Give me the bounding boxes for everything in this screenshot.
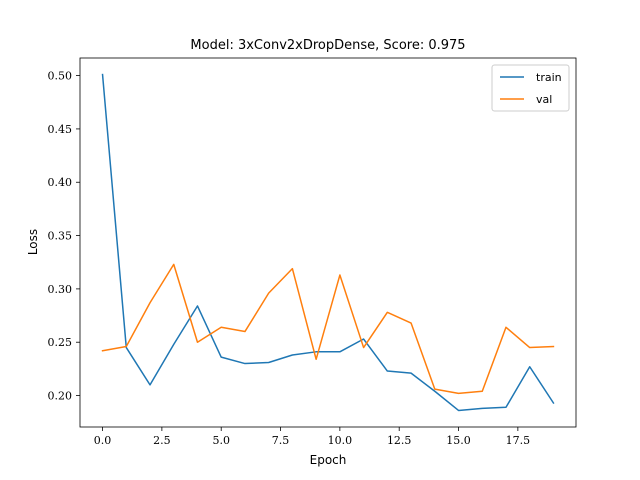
y-tick-label: 0.35 [48,230,73,243]
y-tick-label: 0.40 [48,176,73,189]
x-tick-label: 10.0 [328,434,353,447]
series-line-train [101,73,555,412]
chart-title: Model: 3xConv2xDropDense, Score: 0.975 [190,38,465,53]
x-tick-label: 15.0 [446,434,471,447]
legend-label-val: val [536,93,552,106]
x-tick-label: 17.5 [506,434,531,447]
x-tick-label: 7.5 [272,434,290,447]
legend: train val [491,64,570,112]
axes-frame [79,57,577,428]
x-tick-label: 2.5 [153,434,171,447]
y-axis-label: Loss [26,229,40,255]
series-line-val [101,263,555,395]
y-tick-label: 0.50 [48,70,73,83]
y-tick-label: 0.30 [48,283,73,296]
legend-label-train: train [536,71,562,84]
x-tick-label: 5.0 [212,434,230,447]
x-axis-label: Epoch [310,453,347,467]
x-tick-label: 12.5 [387,434,412,447]
y-tick-label: 0.25 [48,336,73,349]
y-tick-label: 0.20 [48,390,73,403]
y-tick-label: 0.45 [48,123,73,136]
x-tick-label: 0.0 [94,434,112,447]
